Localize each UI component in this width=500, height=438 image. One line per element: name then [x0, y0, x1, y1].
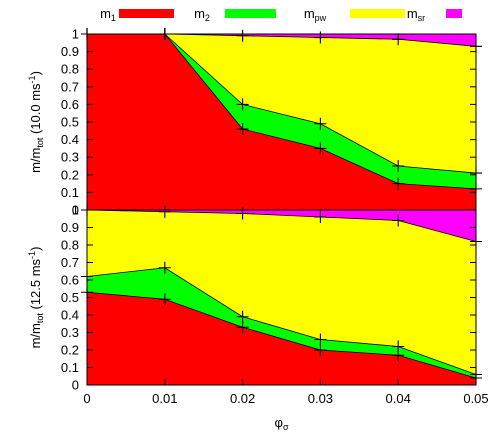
y-tick-label: 0.7	[61, 79, 79, 94]
area-mpw	[87, 34, 476, 174]
marker-m1_m2	[314, 333, 327, 346]
legend-label-m1: m1	[100, 6, 116, 23]
area-mpw	[87, 210, 476, 375]
marker-m1_m2	[236, 98, 249, 111]
panel-bottom: 0 0.1 0.2 0.3 0.4 0.5 0.6 0.7 0.8 0.9 1 m/mtot (12.…	[27, 203, 482, 393]
y-tick-label: 0.8	[61, 238, 79, 253]
y-tick-label: 0	[72, 378, 79, 393]
y-tick-label: 0.1	[61, 185, 79, 200]
y-tick-label: 0.8	[61, 62, 79, 77]
legend-swatch-msr	[446, 9, 462, 18]
y-tick-label: 0.9	[61, 220, 79, 235]
marker-m1_m2_mpw	[314, 211, 327, 223]
x-axis: 0 0.01 0.02 0.03 0.04 0.05 φσ	[83, 34, 489, 432]
area-m2	[87, 34, 476, 189]
y-tick-label: 0.5	[61, 290, 79, 305]
marker-m1_m2_mpw	[158, 205, 171, 218]
marker-m1_m2	[158, 261, 171, 274]
y-tick-label: 0.3	[61, 150, 79, 165]
marker-m1	[314, 344, 327, 356]
y-axis-label: m/mtot (12.5 ms-1)	[27, 247, 45, 349]
marker-m1_m2	[314, 117, 327, 130]
y-tick-label: 0.5	[61, 115, 79, 130]
marker-m1_m2_mpw	[392, 214, 405, 227]
legend-swatch-mpw	[350, 9, 405, 18]
area-msr	[87, 210, 476, 242]
y-tick-label: 0.4	[61, 132, 79, 147]
x-axis-label: φσ	[275, 415, 289, 432]
line-m1_m2	[86, 267, 477, 375]
y-tick-label: 1	[72, 27, 79, 42]
marker-m1	[158, 293, 171, 306]
marker-m1	[236, 123, 249, 136]
legend-swatch-m2	[225, 9, 276, 18]
x-tick-label: 0.02	[230, 391, 255, 406]
legend-swatch-m1	[119, 9, 174, 18]
legend: m1 m2 mpw msr	[100, 6, 462, 23]
x-tick-label: 0.04	[386, 391, 411, 406]
line-m1_m2_mpw	[86, 209, 477, 242]
marker-m1_m2	[236, 310, 249, 323]
y-tick-label: 0.2	[61, 167, 79, 182]
marker-m1	[236, 321, 249, 334]
x-tick-label: 0	[83, 391, 90, 406]
x-tick-label: 0.01	[152, 391, 177, 406]
y-tick-label: 0.3	[61, 325, 79, 340]
y-tick-label: 0.4	[61, 308, 79, 323]
area-m2	[87, 267, 476, 378]
legend-label-mpw: mpw	[304, 6, 327, 23]
y-tick-label: 0.9	[61, 44, 79, 59]
line-m1	[86, 291, 477, 379]
x-tick-label: 0.05	[463, 391, 488, 406]
area-m1	[87, 34, 476, 210]
y-tick-label: 0.6	[61, 97, 79, 112]
y-tick-label: 0.1	[61, 360, 79, 375]
legend-label-m2: m2	[194, 6, 210, 23]
x-tick-label: 0.03	[308, 391, 333, 406]
area-msr	[87, 34, 476, 47]
y-axis-label: m/mtot (10.0 ms-1)	[27, 71, 45, 173]
y-tick-label: 1	[72, 203, 79, 218]
y-tick-label: 0.7	[61, 255, 79, 270]
y-tick-label: 0	[72, 203, 79, 218]
marker-m1_m2	[392, 340, 405, 353]
y-tick-label: 0.6	[61, 273, 79, 288]
marker-m1	[392, 177, 405, 190]
y-tick-label: 0.2	[61, 343, 79, 358]
marker-m1_m2	[392, 160, 405, 172]
marker-m1	[314, 142, 327, 155]
legend-label-msr: msr	[407, 6, 425, 23]
